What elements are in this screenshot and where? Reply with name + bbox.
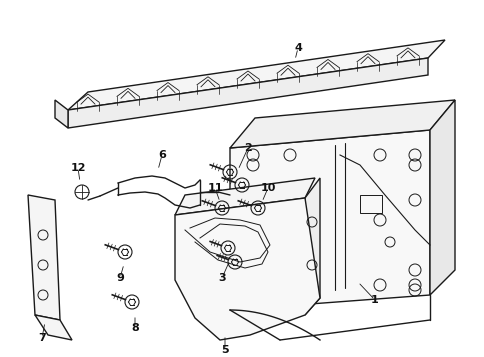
Text: 3: 3 [218, 273, 226, 283]
Text: 11: 11 [207, 183, 222, 193]
Polygon shape [175, 178, 314, 215]
Polygon shape [28, 195, 60, 320]
Text: 6: 6 [158, 150, 166, 160]
Text: 4: 4 [293, 43, 302, 53]
Text: 12: 12 [70, 163, 86, 173]
Text: 7: 7 [38, 333, 46, 343]
Polygon shape [229, 100, 454, 148]
Polygon shape [429, 100, 454, 295]
Polygon shape [68, 40, 444, 110]
Text: 1: 1 [370, 295, 378, 305]
Polygon shape [229, 130, 429, 310]
Bar [359, 195, 381, 213]
Polygon shape [175, 198, 319, 340]
Text: 5: 5 [221, 345, 228, 355]
Polygon shape [68, 58, 427, 128]
Text: 10: 10 [260, 183, 275, 193]
Text: 2: 2 [243, 143, 251, 153]
Text: 9: 9 [116, 273, 124, 283]
Polygon shape [304, 178, 319, 315]
Polygon shape [55, 100, 68, 128]
Text: 8: 8 [131, 323, 138, 333]
Polygon shape [35, 315, 72, 340]
